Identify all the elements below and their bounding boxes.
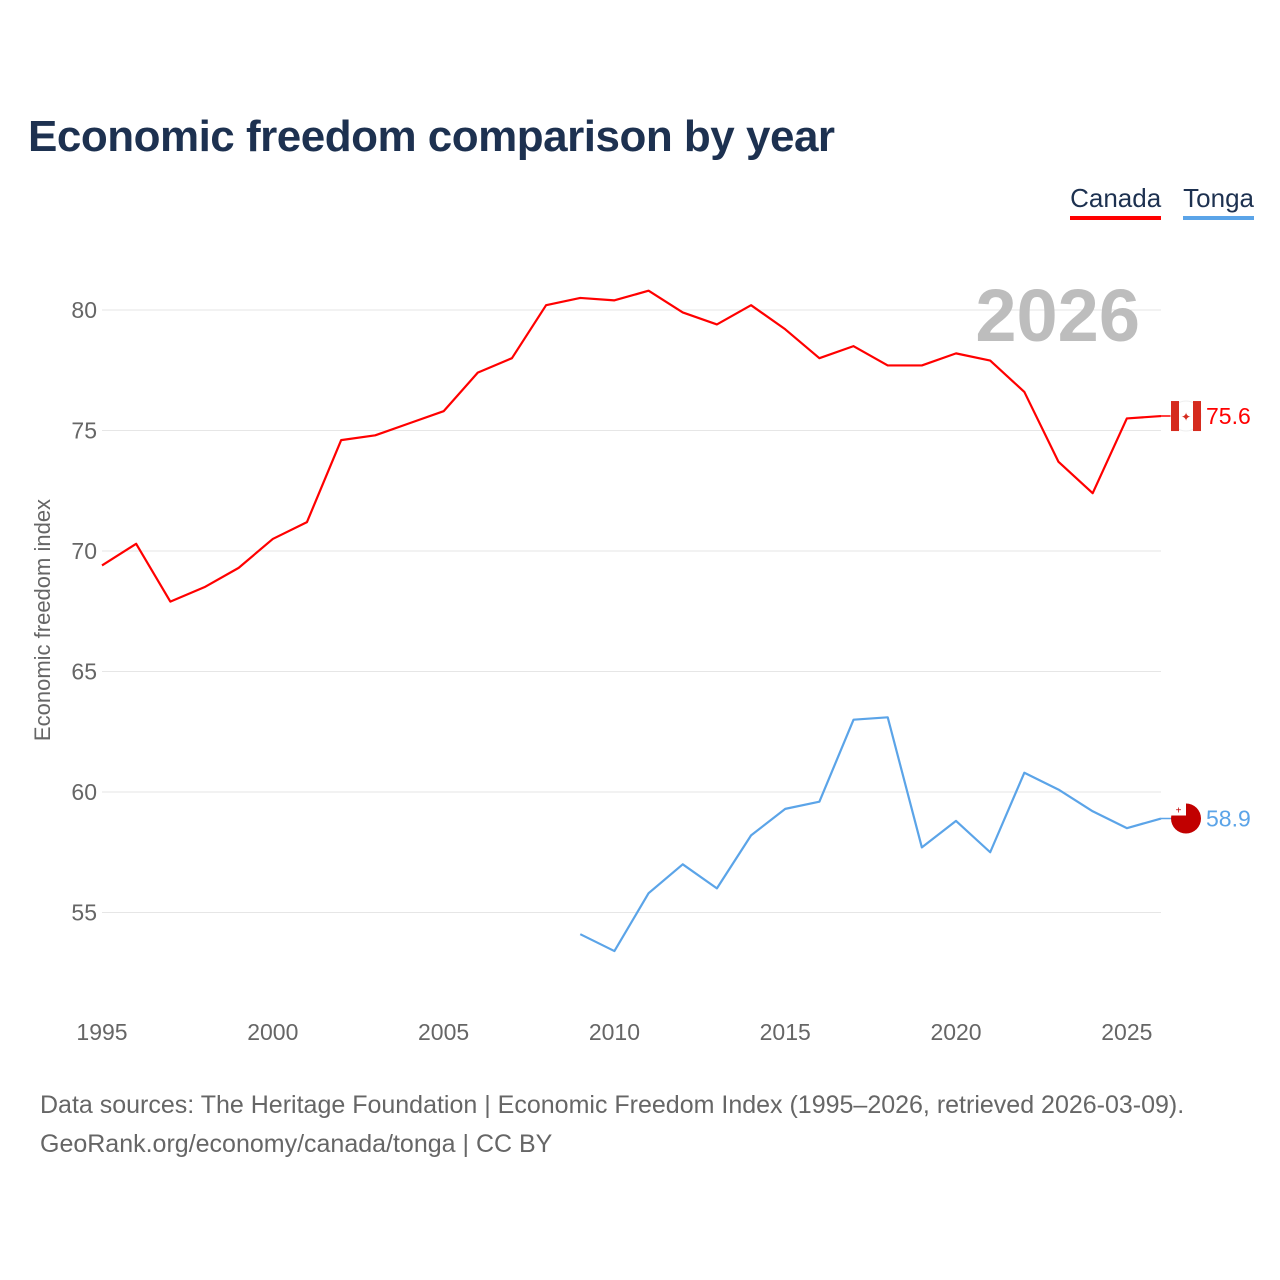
x-tick-label: 2005 bbox=[418, 1019, 469, 1045]
y-tick-label: 60 bbox=[71, 779, 97, 805]
y-tick-label: 80 bbox=[71, 297, 97, 323]
footer: Data sources: The Heritage Foundation | … bbox=[40, 1086, 1184, 1164]
end-value-label: 58.9 bbox=[1206, 806, 1251, 832]
series-line-tonga bbox=[579, 716, 1162, 953]
x-tick-label: 1995 bbox=[76, 1019, 127, 1045]
series-line-canada bbox=[101, 289, 1162, 603]
y-tick-label: 70 bbox=[71, 538, 97, 564]
x-tick-label: 2010 bbox=[589, 1019, 640, 1045]
legend-tonga[interactable]: Tonga bbox=[1183, 183, 1254, 220]
data-sources: Data sources: The Heritage Foundation | … bbox=[40, 1091, 1185, 1119]
x-tick-label: 2025 bbox=[1101, 1019, 1152, 1045]
x-tick-label: 2015 bbox=[760, 1019, 811, 1045]
flag-band bbox=[1193, 401, 1201, 432]
y-tick-label: 55 bbox=[71, 900, 97, 926]
y-tick-label: 75 bbox=[71, 418, 97, 444]
legend: Canada Tonga bbox=[1070, 183, 1254, 220]
legend-canada[interactable]: Canada bbox=[1070, 183, 1162, 220]
end-value-label: 75.6 bbox=[1206, 403, 1251, 429]
y-axis-label: Economic freedom index bbox=[30, 499, 55, 741]
flag-canton bbox=[1171, 803, 1186, 816]
line-chart: 55 60 65 70 75 80 1995 2000 2005 2010 2015 2020 2025… bbox=[30, 274, 1251, 1045]
maple-leaf-icon: ✦ bbox=[1181, 410, 1191, 424]
x-tick-label: 2000 bbox=[247, 1019, 298, 1045]
flag-band bbox=[1171, 401, 1179, 432]
cross-icon: + bbox=[1176, 806, 1182, 817]
x-tick-label: 2020 bbox=[930, 1019, 981, 1045]
source-link[interactable]: GeoRank.org/economy/canada/tonga | CC BY bbox=[40, 1130, 553, 1158]
y-tick-label: 65 bbox=[71, 659, 97, 685]
year-watermark: 2026 bbox=[975, 274, 1140, 357]
chart-title: Economic freedom comparison by year bbox=[28, 112, 835, 161]
